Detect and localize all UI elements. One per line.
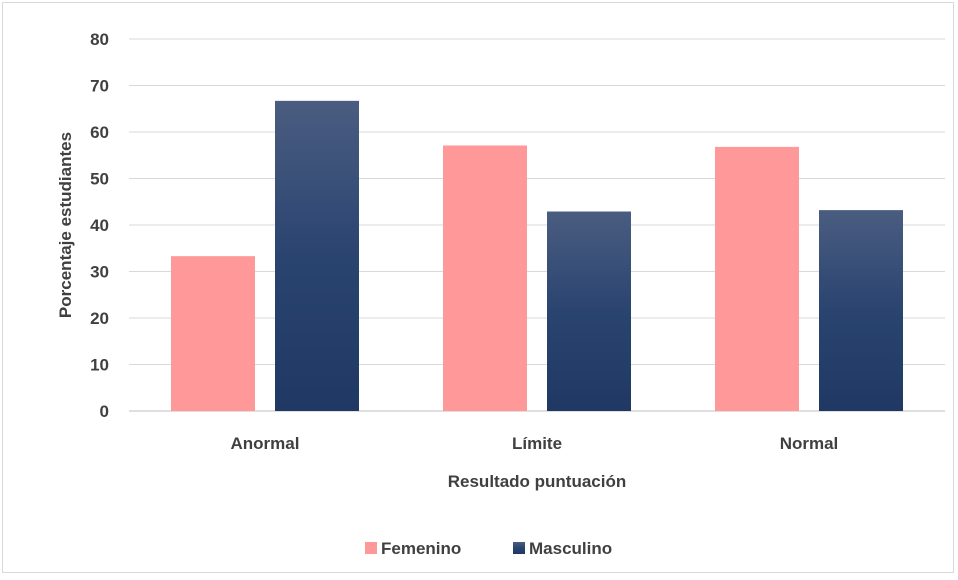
bars bbox=[171, 100, 903, 412]
y-tick-label: 40 bbox=[90, 216, 109, 235]
bar-femenino-anormal bbox=[171, 256, 255, 411]
y-axis-ticks: 0 10 20 30 40 50 60 70 80 bbox=[90, 30, 109, 421]
bar-chart: 0 10 20 30 40 50 60 70 80 Anormal Límite Normal Re… bbox=[56, 30, 945, 558]
legend-swatch-masculino bbox=[513, 542, 525, 554]
gridlines bbox=[129, 38, 945, 412]
y-tick-label: 10 bbox=[90, 356, 109, 375]
bar-masculino-límite bbox=[547, 211, 631, 411]
x-tick-label: Normal bbox=[780, 434, 839, 453]
legend-label-masculino: Masculino bbox=[529, 539, 612, 558]
legend-swatch-femenino bbox=[365, 542, 377, 554]
chart-frame: 0 10 20 30 40 50 60 70 80 Anormal Límite Normal Re… bbox=[2, 2, 954, 573]
y-axis-title: Porcentaje estudiantes bbox=[56, 132, 75, 318]
bar-femenino-límite bbox=[443, 145, 527, 412]
legend-label-femenino: Femenino bbox=[381, 539, 461, 558]
y-tick-label: 30 bbox=[90, 263, 109, 282]
x-tick-label: Anormal bbox=[231, 434, 300, 453]
y-tick-label: 20 bbox=[90, 309, 109, 328]
y-tick-label: 50 bbox=[90, 170, 109, 189]
x-axis-ticks: Anormal Límite Normal bbox=[231, 434, 839, 453]
x-axis-title: Resultado puntuación bbox=[448, 472, 627, 491]
y-tick-label: 80 bbox=[90, 30, 109, 49]
bar-masculino-anormal bbox=[275, 100, 359, 411]
legend: Femenino Masculino bbox=[365, 539, 612, 558]
bar-femenino-normal bbox=[715, 146, 799, 411]
bar-masculino-normal bbox=[819, 210, 903, 411]
y-tick-label: 0 bbox=[100, 402, 109, 421]
y-tick-label: 60 bbox=[90, 123, 109, 142]
y-tick-label: 70 bbox=[90, 77, 109, 96]
x-tick-label: Límite bbox=[512, 434, 562, 453]
